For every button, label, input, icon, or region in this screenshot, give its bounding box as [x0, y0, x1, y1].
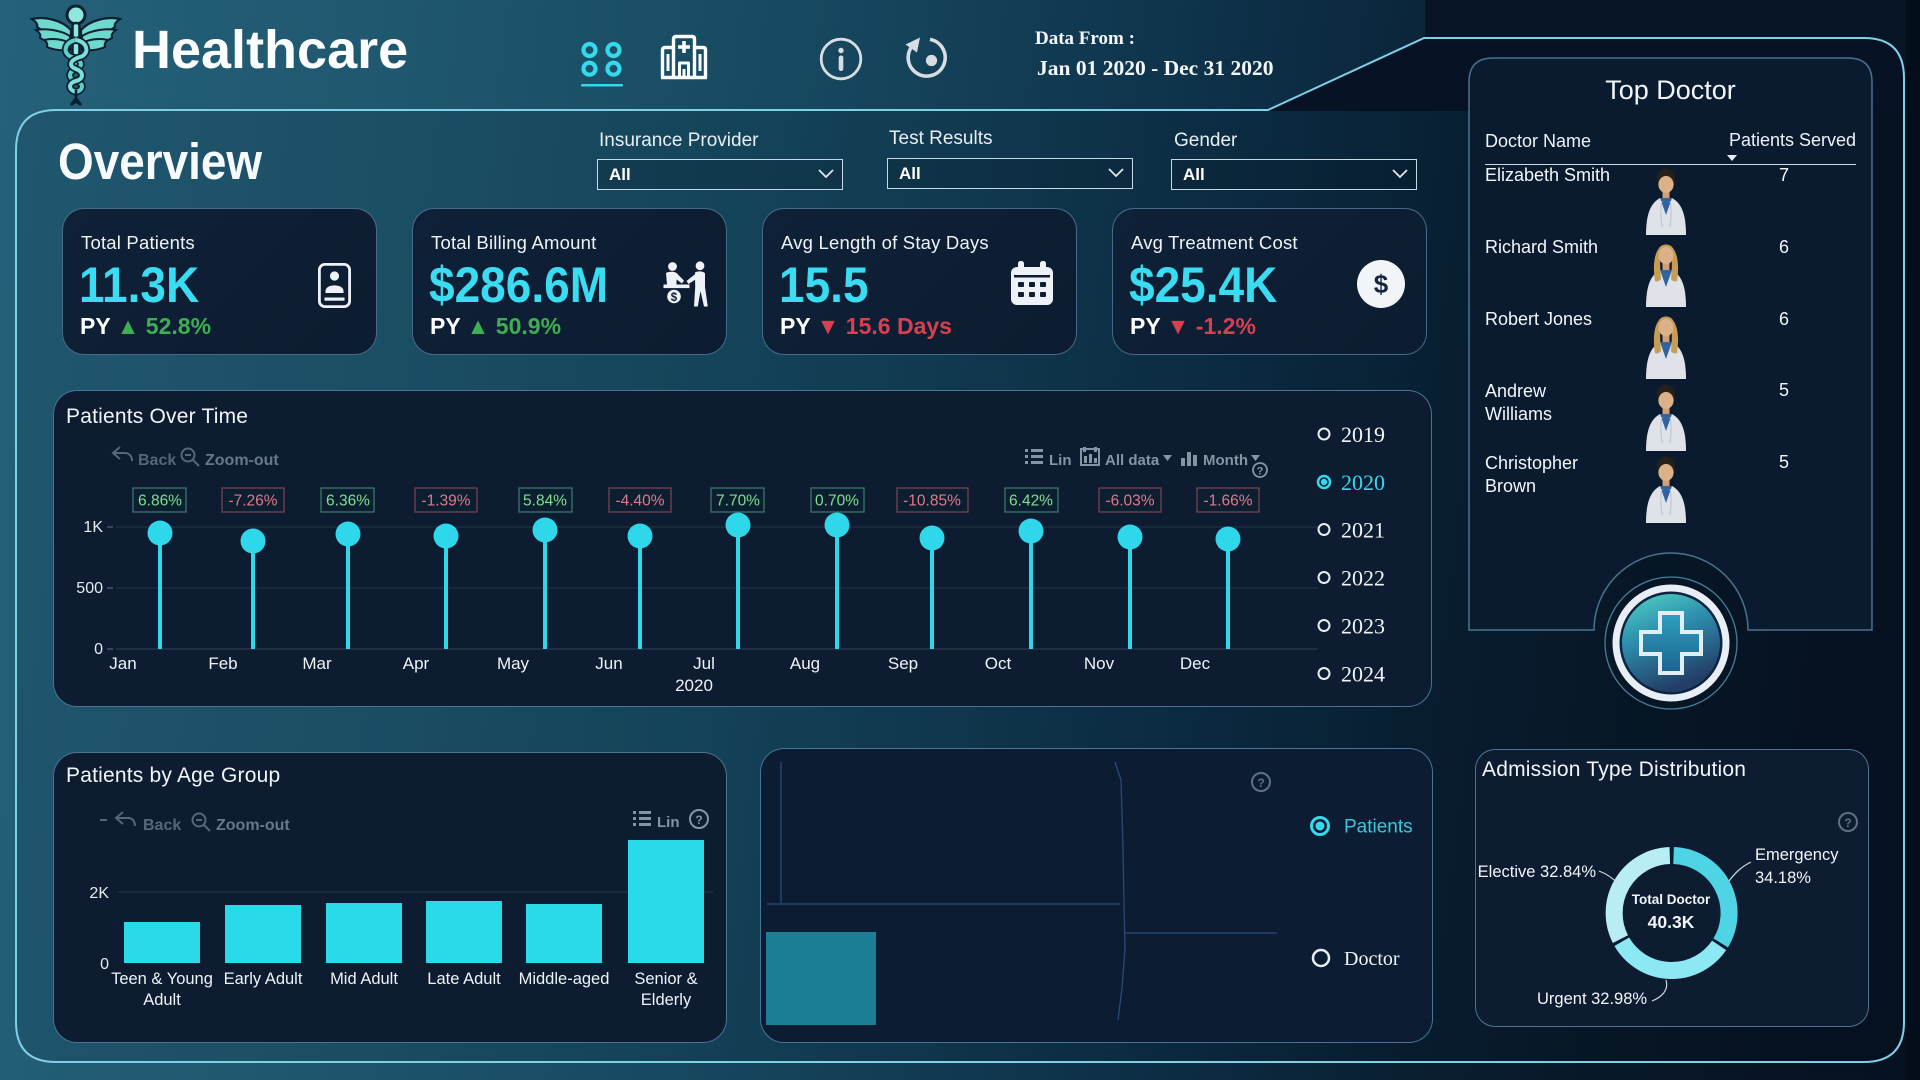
svg-text:Adult: Adult	[143, 991, 181, 1009]
svg-text:7.70%: 7.70%	[716, 493, 760, 510]
svg-text:Lin: Lin	[657, 814, 680, 831]
svg-text:500: 500	[76, 580, 103, 597]
svg-text:$: $	[1374, 269, 1389, 299]
svg-text:-1.66%: -1.66%	[1203, 493, 1252, 510]
svg-text:Emergency: Emergency	[1755, 846, 1839, 864]
svg-text:Teen & Young: Teen & Young	[111, 970, 213, 988]
svg-text:Apr: Apr	[403, 654, 430, 673]
svg-text:?: ?	[1844, 816, 1851, 830]
svg-text:6.42%: 6.42%	[1009, 493, 1053, 510]
svg-text:Dec: Dec	[1180, 654, 1211, 673]
svg-text:All data: All data	[1105, 452, 1160, 469]
svg-text:6.86%: 6.86%	[138, 493, 182, 510]
svg-text:Elective 32.84%: Elective 32.84%	[1478, 863, 1597, 881]
svg-text:Aug: Aug	[790, 654, 820, 673]
svg-text:2023: 2023	[1341, 614, 1385, 639]
svg-text:2022: 2022	[1341, 566, 1385, 591]
svg-text:Jun: Jun	[595, 654, 622, 673]
svg-text:Late Adult: Late Adult	[427, 970, 501, 988]
svg-text:Doctor: Doctor	[1344, 948, 1400, 970]
svg-text:Back: Back	[143, 817, 181, 834]
svg-text:-6.03%: -6.03%	[1105, 493, 1154, 510]
svg-text:0.70%: 0.70%	[815, 493, 859, 510]
svg-text:40.3K: 40.3K	[1648, 912, 1695, 932]
svg-text:2020: 2020	[675, 676, 713, 695]
svg-text:-7.26%: -7.26%	[228, 493, 277, 510]
svg-text:34.18%: 34.18%	[1755, 869, 1811, 887]
svg-text:2020: 2020	[1341, 470, 1385, 495]
svg-text:?: ?	[1257, 776, 1264, 790]
svg-text:2021: 2021	[1341, 518, 1385, 543]
svg-text:Early Adult: Early Adult	[224, 970, 303, 988]
svg-text:0: 0	[94, 641, 103, 658]
svg-text:Patients: Patients	[1344, 817, 1413, 838]
svg-text:-4.40%: -4.40%	[615, 493, 664, 510]
svg-text:Jan: Jan	[109, 654, 136, 673]
svg-text:Oct: Oct	[985, 654, 1012, 673]
svg-text:Mar: Mar	[302, 654, 332, 673]
svg-text:5.84%: 5.84%	[523, 493, 567, 510]
svg-text:?: ?	[695, 813, 702, 827]
svg-text:2024: 2024	[1341, 662, 1385, 687]
svg-text:-10.85%: -10.85%	[903, 493, 961, 510]
svg-text:Zoom-out: Zoom-out	[216, 817, 290, 834]
svg-text:0: 0	[100, 956, 109, 973]
svg-text:Zoom-out: Zoom-out	[205, 452, 279, 469]
svg-text:Lin: Lin	[1049, 452, 1072, 469]
svg-text:Urgent 32.98%: Urgent 32.98%	[1537, 990, 1647, 1008]
svg-text:1K: 1K	[83, 519, 103, 536]
svg-text:Middle-aged: Middle-aged	[519, 970, 610, 988]
svg-text:Elderly: Elderly	[641, 991, 692, 1009]
svg-text:Back: Back	[138, 452, 176, 469]
svg-text:Jul: Jul	[693, 654, 715, 673]
svg-text:2K: 2K	[89, 885, 109, 902]
svg-text:Nov: Nov	[1084, 654, 1115, 673]
svg-text:May: May	[497, 654, 530, 673]
svg-text:Senior &: Senior &	[634, 970, 697, 988]
svg-text:2019: 2019	[1341, 422, 1385, 447]
svg-text:$: $	[671, 292, 678, 304]
svg-text:Mid Adult: Mid Adult	[330, 970, 398, 988]
svg-text:-1.39%: -1.39%	[421, 493, 470, 510]
svg-text:Month: Month	[1203, 452, 1248, 469]
svg-text:6.36%: 6.36%	[326, 493, 370, 510]
svg-text:Feb: Feb	[208, 654, 237, 673]
svg-text:?: ?	[1257, 466, 1264, 478]
svg-text:Sep: Sep	[888, 654, 918, 673]
svg-text:Total Doctor: Total Doctor	[1632, 892, 1711, 907]
